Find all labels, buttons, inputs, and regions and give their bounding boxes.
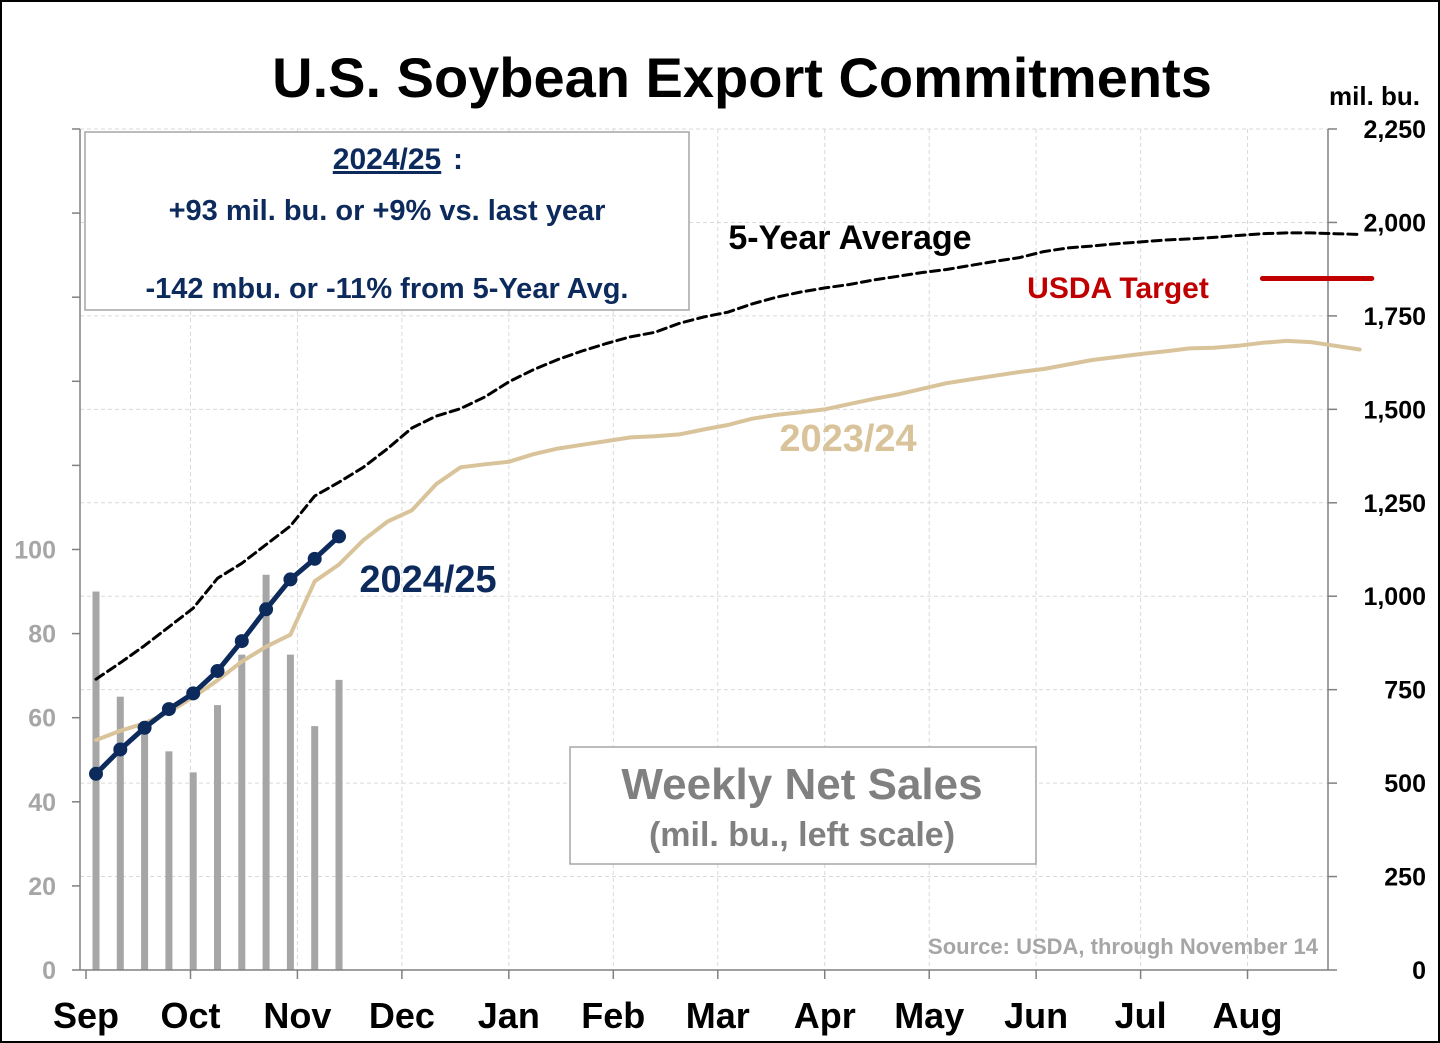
2024-25-marker bbox=[89, 766, 103, 781]
x-axis-tick-label: Apr bbox=[794, 995, 856, 1036]
chart-title: U.S. Soybean Export Commitments bbox=[272, 46, 1212, 109]
left-axis-tick-label: 60 bbox=[28, 705, 56, 733]
weekly-sales-bar bbox=[262, 574, 270, 970]
left-axis-tick-label: 40 bbox=[28, 789, 56, 817]
x-axis-tick-label: Jan bbox=[478, 995, 540, 1036]
weekly-sales-bar bbox=[311, 726, 319, 970]
x-axis-tick-label: Aug bbox=[1213, 995, 1283, 1036]
prior-year-label: 2023/24 bbox=[779, 418, 916, 460]
current-year-label: 2024/25 bbox=[359, 559, 496, 601]
2023-24-line bbox=[94, 338, 1362, 743]
info-box-heading-colon: : bbox=[453, 143, 463, 176]
weekly-sales-bar bbox=[165, 751, 173, 970]
info-box-line-1: +93 mil. bu. or +9% vs. last year bbox=[169, 195, 606, 227]
info-box: 2024/25 : +93 mil. bu. or +9% vs. last y… bbox=[84, 131, 690, 311]
five-year-average-label: 5-Year Average bbox=[728, 219, 971, 257]
2024-25-marker bbox=[113, 742, 128, 757]
info-box-border bbox=[84, 131, 690, 311]
info-box-line-2: -142 mbu. or -11% from 5-Year Avg. bbox=[146, 273, 629, 305]
weekly-sales-bar bbox=[116, 696, 124, 970]
weekly-net-sales-bars bbox=[92, 574, 343, 970]
x-axis-tick-label: Mar bbox=[686, 995, 750, 1036]
5-year-average-line bbox=[94, 231, 1362, 681]
right-axis-tick-label: 250 bbox=[1384, 864, 1426, 892]
weekly-sales-bar bbox=[214, 705, 221, 970]
weekly-sales-bar bbox=[92, 591, 100, 970]
right-axis-tick-label: 0 bbox=[1412, 957, 1426, 985]
right-axis-tick-label: 500 bbox=[1384, 770, 1426, 798]
2024-25-marker bbox=[332, 529, 346, 544]
x-axis-tick-label: Nov bbox=[263, 995, 331, 1036]
x-axis-tick-label: May bbox=[894, 995, 964, 1036]
x-axis-tick-label: Oct bbox=[160, 995, 220, 1036]
usda-target-label: USDA Target bbox=[1027, 272, 1209, 305]
left-axis-tick-label: 20 bbox=[28, 873, 56, 901]
x-axis-tick-label: Dec bbox=[369, 995, 435, 1036]
info-box-heading: 2024/25 bbox=[333, 143, 441, 176]
2024-25-marker bbox=[210, 663, 225, 678]
weekly-sales-box: Weekly Net Sales (mil. bu., left scale) bbox=[569, 746, 1037, 865]
left-axis-tick-label: 100 bbox=[14, 537, 56, 565]
weekly-sales-bar bbox=[238, 654, 246, 970]
right-axis-tick-label: 1,000 bbox=[1363, 583, 1426, 611]
weekly-sales-box-border bbox=[569, 746, 1037, 865]
axes: 0 250 500 750 1,000 1,250 1,500 1,750 2,000 2,250… bbox=[14, 116, 1426, 1036]
2024-25-marker bbox=[137, 720, 152, 735]
x-axis-tick-label: Jun bbox=[1004, 995, 1068, 1036]
right-axis-tick-label: 1,500 bbox=[1363, 396, 1426, 424]
left-axis-tick-label: 80 bbox=[28, 621, 56, 649]
right-axis-tick-label: 1,750 bbox=[1363, 303, 1426, 331]
weekly-sales-bar bbox=[189, 772, 197, 970]
x-axis-tick-label: Jul bbox=[1115, 995, 1167, 1036]
2024-25-marker bbox=[283, 572, 298, 587]
2024-25-marker bbox=[259, 602, 274, 617]
weekly-sales-bar bbox=[335, 679, 343, 970]
weekly-sales-subtitle: (mil. bu., left scale) bbox=[649, 816, 955, 854]
weekly-sales-title: Weekly Net Sales bbox=[621, 760, 982, 809]
weekly-sales-bar bbox=[286, 654, 294, 970]
series-markers bbox=[89, 529, 346, 781]
right-axis-tick-label: 2,000 bbox=[1363, 209, 1426, 237]
2024-25-marker bbox=[161, 702, 176, 717]
right-axis-tick-label: 750 bbox=[1384, 677, 1426, 705]
2024-25-marker bbox=[186, 686, 201, 701]
right-axis-tick-label: 2,250 bbox=[1363, 116, 1426, 144]
right-axis-tick-label: 1,250 bbox=[1363, 490, 1426, 518]
x-axis-tick-label: Feb bbox=[581, 995, 645, 1036]
weekly-sales-bar bbox=[141, 726, 149, 970]
left-axis-tick-label: 0 bbox=[42, 957, 56, 985]
2024-25-marker bbox=[307, 551, 322, 566]
2024-25-marker bbox=[234, 634, 249, 649]
right-axis-unit-label: mil. bu. bbox=[1329, 81, 1420, 111]
source-note: Source: USDA, through November 14 bbox=[928, 934, 1319, 959]
x-axis-tick-label: Sep bbox=[53, 995, 119, 1036]
